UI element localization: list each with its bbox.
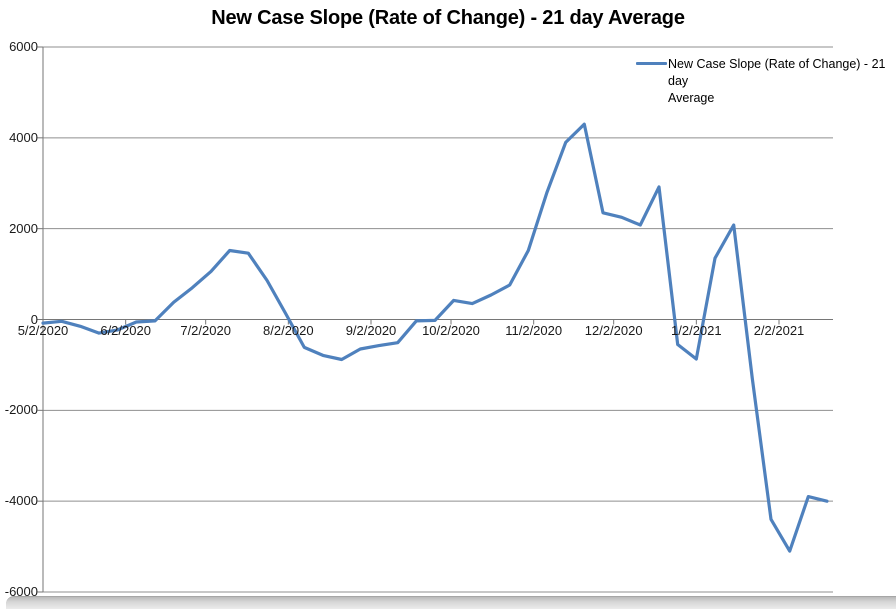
x-axis-tick-label: 12/2/2020 bbox=[584, 323, 643, 338]
x-axis-tick-label: 8/2/2020 bbox=[263, 323, 314, 338]
series-line-new-case-slope bbox=[41, 122, 829, 553]
x-axis-tick-label: 6/2/2020 bbox=[100, 323, 151, 338]
x-axis-tick-label: 7/2/2020 bbox=[180, 323, 231, 338]
y-axis-tick-label: 0 bbox=[30, 311, 38, 327]
x-axis-tick-label: 10/2/2020 bbox=[422, 323, 480, 338]
legend-label: New Case Slope (Rate of Change) - 21 day… bbox=[668, 57, 886, 105]
y-axis-tick-label: -6000 bbox=[4, 583, 38, 599]
x-axis-tick-label: 2/2/2021 bbox=[753, 323, 805, 338]
y-axis-tick-label: 4000 bbox=[9, 129, 38, 145]
legend: New Case Slope (Rate of Change) - 21 day… bbox=[636, 56, 886, 107]
legend-line-sample-icon bbox=[636, 62, 667, 65]
y-axis-tick-label: -2000 bbox=[4, 402, 38, 418]
y-axis-tick-label: 2000 bbox=[9, 220, 38, 236]
y-axis-tick-label: 6000 bbox=[9, 39, 38, 54]
chart-title: New Case Slope (Rate of Change) - 21 day… bbox=[211, 7, 685, 29]
x-axis-tick-label: 1/2/2021 bbox=[671, 323, 722, 338]
x-axis-tick-label: 9/2/2020 bbox=[345, 323, 397, 338]
x-axis-tick-label: 11/2/2020 bbox=[505, 323, 563, 338]
x-axis-tick-label: 5/2/2020 bbox=[17, 323, 69, 338]
y-axis-tick-label: -4000 bbox=[4, 493, 38, 509]
